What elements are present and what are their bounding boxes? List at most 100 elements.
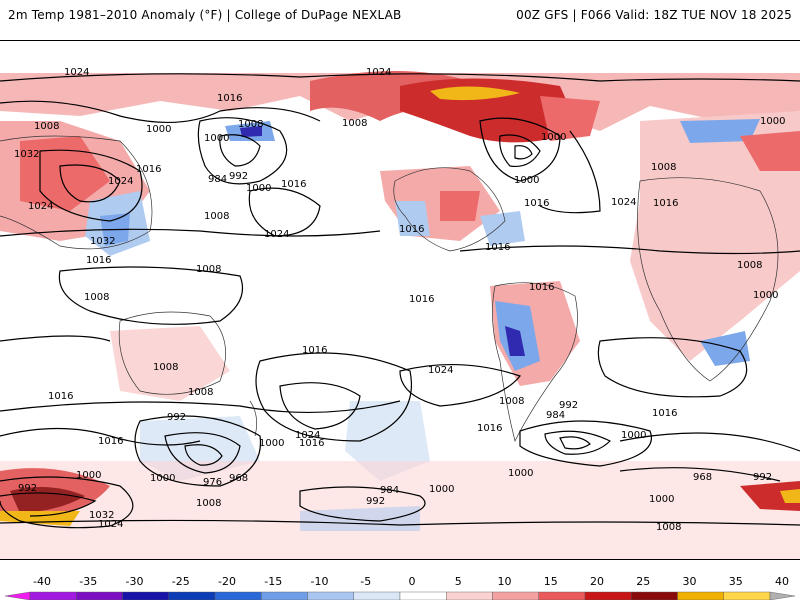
header: 2m Temp 1981–2010 Anomaly (°F) | College… <box>0 0 800 40</box>
isobar-label: 1008 <box>196 498 221 509</box>
colorbar-swatch <box>631 591 678 601</box>
isobar-label: 1016 <box>98 436 123 447</box>
isobar-label: 1000 <box>760 116 785 127</box>
isobar-label: 1032 <box>14 149 39 160</box>
isobar-label: 1016 <box>302 345 327 356</box>
isobar-label: 1024 <box>295 430 320 441</box>
isobar-label: 992 <box>18 483 37 494</box>
colorbar-tick-label: -30 <box>126 575 144 588</box>
isobar-label: 1008 <box>651 162 676 173</box>
isobar-label: 1024 <box>64 67 89 78</box>
colorbar-tick-label: 15 <box>544 575 558 588</box>
colorbar-swatch <box>353 591 401 601</box>
colorbar-tick-label: 40 <box>775 575 789 588</box>
isobar-label: 1024 <box>28 201 53 212</box>
isobar-label: 1016 <box>281 179 306 190</box>
isobar-label: 976 <box>203 477 222 488</box>
isobar-label: 1024 <box>108 176 133 187</box>
colorbar-swatch <box>29 591 77 601</box>
isobar-label: 1000 <box>259 438 284 449</box>
isobar-label: 1008 <box>196 264 221 275</box>
colorbar-swatch <box>769 591 796 601</box>
colorbar-tick-label: -25 <box>172 575 190 588</box>
isobar-label: 1016 <box>477 423 502 434</box>
isobar-label: 1000 <box>246 183 271 194</box>
colorbar-tick-label: -5 <box>360 575 371 588</box>
colorbar-swatch <box>399 591 447 601</box>
colorbar-tick-label: 25 <box>636 575 650 588</box>
isobar-label: 1000 <box>753 290 778 301</box>
colorbar-tick-label: 35 <box>729 575 743 588</box>
colorbar-tick-label: -10 <box>311 575 329 588</box>
isobar-label: 984 <box>546 410 565 421</box>
isobar-label: 1008 <box>84 292 109 303</box>
isobar-label: 984 <box>208 174 227 185</box>
anomaly-map[interactable]: 1024 1024 1016 1008 1000 1000 1008 1032 … <box>0 40 800 560</box>
isobar-label: 1024 <box>264 229 289 240</box>
isobar-label: 1008 <box>153 362 178 373</box>
isobar-label: 1016 <box>524 198 549 209</box>
colorbar: -40 -35 -30 -25 -20 -15 -10 -5 0 5 10 15 20 25 30 35 40 <box>0 572 800 601</box>
colorbar-swatch <box>261 591 308 601</box>
isobar-labels: 1024 1024 1016 1008 1000 1000 1008 1032 … <box>14 67 785 533</box>
isobar-label: 1008 <box>737 260 762 271</box>
isobar-label: 1008 <box>238 119 263 130</box>
isobar-label: 1024 <box>98 519 123 530</box>
isobar-label: 1016 <box>136 164 161 175</box>
isobar-label: 1000 <box>508 468 533 479</box>
isobar-label: 968 <box>229 473 248 484</box>
colorbar-tick-label: 5 <box>455 575 462 588</box>
colorbar-canvas: -40 -35 -30 -25 -20 -15 -10 -5 0 5 10 15 20 25 30 35 40 <box>4 575 796 601</box>
colorbar-tick-label: -15 <box>264 575 282 588</box>
isobar-label: 1008 <box>499 396 524 407</box>
isobar-label: 1024 <box>428 365 453 376</box>
colorbar-tick-label: -35 <box>79 575 97 588</box>
isobar-label: 984 <box>380 485 399 496</box>
colorbar-swatch <box>584 591 632 601</box>
isobar-label: 1000 <box>541 132 566 143</box>
colorbar-tick-label: -40 <box>33 575 51 588</box>
isobar-label: 968 <box>693 472 712 483</box>
isobar-label: 1032 <box>90 236 115 247</box>
isobar-label: 1000 <box>146 124 171 135</box>
map-canvas: 1024 1024 1016 1008 1000 1000 1008 1032 … <box>0 67 800 559</box>
isobar-label: 1000 <box>429 484 454 495</box>
isobar-label: 1016 <box>485 242 510 253</box>
chart-title: 2m Temp 1981–2010 Anomaly (°F) | College… <box>8 8 402 22</box>
colorbar-swatch <box>307 591 354 601</box>
colorbar-swatch <box>76 591 123 601</box>
run-valid-time: 00Z GFS | F066 Valid: 18Z TUE NOV 18 202… <box>516 8 792 22</box>
colorbar-tick-label: -20 <box>218 575 236 588</box>
isobar-label: 1000 <box>514 175 539 186</box>
colorbar-swatch <box>538 591 586 601</box>
colorbar-swatch <box>677 591 724 601</box>
isobar-label: 1000 <box>621 430 646 441</box>
colorbar-swatch <box>122 591 169 601</box>
isobar-label: 992 <box>167 412 186 423</box>
isobar-label: 1000 <box>150 473 175 484</box>
isobar-label: 992 <box>559 400 578 411</box>
colorbar-swatch <box>168 591 216 601</box>
isobar-label: 1016 <box>409 294 434 305</box>
isobar-label: 1016 <box>86 255 111 266</box>
colorbar-swatch <box>4 591 31 601</box>
isobar-label: 1008 <box>204 211 229 222</box>
isobar-label: 992 <box>753 472 772 483</box>
isobar-label: 992 <box>366 496 385 507</box>
colorbar-tick-label: 10 <box>498 575 512 588</box>
colorbar-tick-label: 30 <box>683 575 697 588</box>
colorbar-swatch <box>723 591 771 601</box>
colorbar-tick-label: 20 <box>590 575 604 588</box>
isobar-label: 1008 <box>656 522 681 533</box>
isobar-label: 1032 <box>89 510 114 521</box>
isobar-label: 1000 <box>204 133 229 144</box>
isobar-label: 1016 <box>399 224 424 235</box>
colorbar-swatch <box>214 591 262 601</box>
isobar-label: 1016 <box>652 408 677 419</box>
isobar-label: 1000 <box>76 470 101 481</box>
isobar-label: 1016 <box>653 198 678 209</box>
isobar-label: 1008 <box>342 118 367 129</box>
isobar-label: 1016 <box>217 93 242 104</box>
isobar-label: 1024 <box>611 197 636 208</box>
coastlines <box>0 135 779 443</box>
